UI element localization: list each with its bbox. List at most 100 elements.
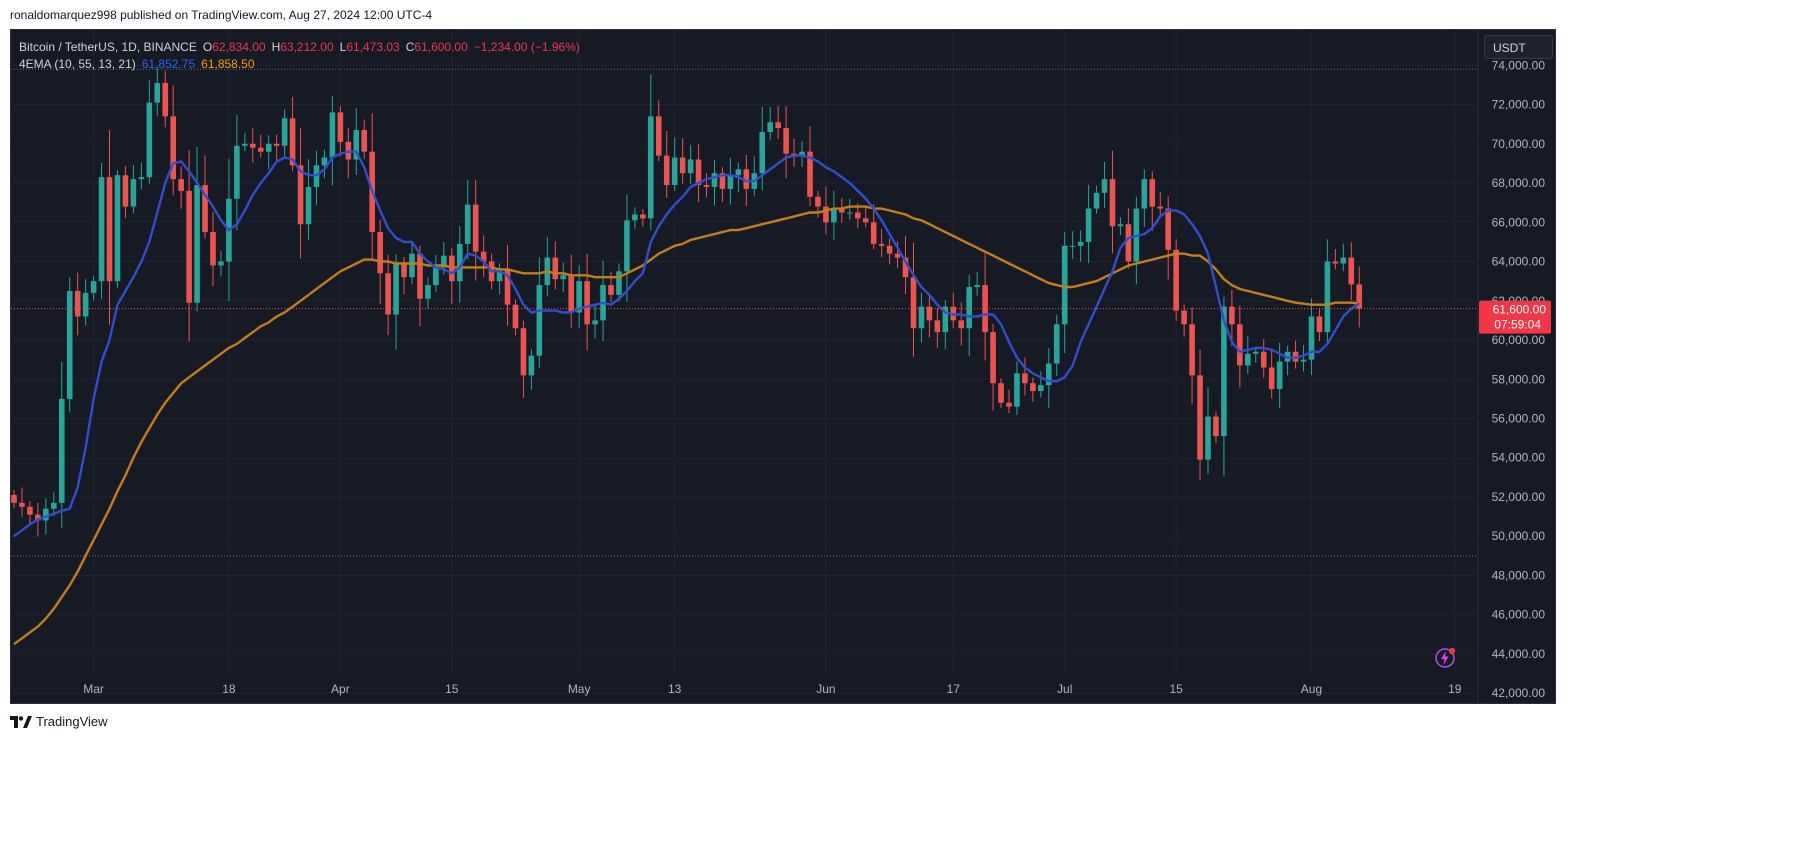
candle-body: [1085, 208, 1092, 242]
candle-body: [839, 208, 845, 213]
candle-body: [1308, 316, 1315, 360]
candle-body: [671, 157, 678, 186]
candle-body: [1197, 375, 1203, 460]
ema-fast-value: 61,852.75: [141, 57, 196, 71]
candle-body: [1229, 306, 1235, 325]
candle-body: [1069, 245, 1076, 247]
candle-body: [815, 196, 821, 207]
candle-body: [966, 287, 972, 329]
x-tick-label: May: [568, 682, 591, 696]
candle-body: [1348, 257, 1355, 285]
x-tick-label: 19: [1448, 682, 1462, 696]
candle-body: [106, 177, 113, 282]
candle-body: [1030, 383, 1036, 392]
chart-legend: Bitcoin / TetherUS, 1D, BINANCE O62,834.0…: [19, 39, 586, 73]
open-value: 62,834.00: [212, 40, 266, 54]
candle-body: [998, 383, 1004, 403]
x-tick-label: 15: [1169, 682, 1183, 696]
lightning-icon[interactable]: [1434, 647, 1456, 674]
chart-panel[interactable]: [10, 29, 1556, 704]
candle-body: [417, 253, 423, 299]
candle-body: [528, 355, 535, 376]
candle-body: [536, 285, 543, 356]
y-tick-label: 66,000.00: [1492, 215, 1546, 229]
indicator-label[interactable]: 4EMA (10, 55, 13, 21): [19, 57, 136, 71]
candle-body: [799, 151, 805, 156]
candle-body: [281, 118, 288, 146]
candle-body: [162, 82, 169, 117]
candle-body: [807, 151, 813, 197]
candle-body: [130, 179, 137, 207]
candle-body: [974, 285, 980, 288]
x-tick-label: Mar: [83, 682, 104, 696]
candle-body: [210, 232, 216, 266]
ema-slow-line: [13, 205, 1360, 646]
candle-body: [35, 514, 41, 521]
tradingview-logo[interactable]: TradingView: [10, 714, 108, 729]
candle-body: [711, 173, 718, 187]
candle-body: [250, 143, 256, 148]
candle-body: [114, 175, 121, 282]
candle-body: [74, 290, 81, 317]
candle-body: [1022, 373, 1028, 384]
candle-body: [520, 328, 527, 376]
price-tag: [1479, 300, 1551, 334]
price-tag-value: 61,600.00: [1493, 303, 1547, 317]
candle-body: [122, 175, 129, 207]
candle-body: [321, 157, 328, 166]
candle-body: [1101, 179, 1108, 193]
x-tick-label: 13: [668, 682, 682, 696]
low-key: L: [339, 40, 347, 54]
candle-body: [886, 245, 893, 254]
candle-body: [1181, 310, 1187, 325]
candle-body: [695, 159, 702, 186]
candle-body: [767, 122, 773, 133]
y-tick-label: 42,000.00: [1492, 686, 1546, 700]
candle-body: [655, 116, 662, 156]
symbol-label[interactable]: Bitcoin / TetherUS, 1D, BINANCE: [19, 40, 197, 54]
candle-body: [1221, 306, 1227, 437]
candle-body: [194, 185, 200, 303]
candle-body: [27, 506, 33, 515]
ohlc-row: Bitcoin / TetherUS, 1D, BINANCE O62,834.0…: [19, 39, 586, 56]
tv-logo-icon: [10, 715, 32, 728]
y-tick-label: 68,000.00: [1492, 176, 1546, 190]
indicator-row: 4EMA (10, 55, 13, 21) 61,852.75 61,858.50: [19, 56, 586, 73]
candle-body: [878, 243, 885, 246]
y-tick-label: 50,000.00: [1492, 529, 1546, 543]
candle-body: [552, 257, 559, 280]
candle-body: [202, 185, 208, 233]
candle-body: [942, 306, 949, 333]
candle-body: [576, 281, 582, 313]
candle-body: [1276, 361, 1283, 390]
candle-body: [1173, 249, 1179, 311]
candle-body: [1149, 179, 1156, 207]
x-tick-label: 17: [947, 682, 961, 696]
candle-body: [1157, 206, 1164, 209]
candle-body: [1332, 261, 1339, 264]
currency-button[interactable]: USDT: [1484, 35, 1553, 59]
candle-body: [138, 177, 145, 180]
candle-body: [894, 253, 901, 258]
candle-body: [783, 128, 789, 154]
candle-body: [385, 273, 391, 315]
candle-body: [759, 132, 766, 174]
candle-body: [687, 159, 694, 174]
y-tick-label: 46,000.00: [1492, 608, 1546, 622]
candle-body: [297, 165, 304, 225]
candle-body: [1324, 261, 1331, 333]
candle-body: [146, 102, 153, 178]
y-tick-label: 64,000.00: [1492, 255, 1546, 269]
candle-body: [902, 257, 909, 278]
candle-body: [958, 320, 965, 329]
close-value: 61,600.00: [414, 40, 468, 54]
candle-body: [66, 290, 73, 399]
candle-body: [170, 116, 176, 180]
candle-body: [98, 177, 105, 282]
candle-body: [496, 269, 503, 282]
candle-body: [640, 214, 646, 219]
candle-body: [568, 275, 574, 313]
candlestick-chart[interactable]: 42,000.00 44,000.00 46,000.00 48,000.00 50,0…: [0, 0, 1568, 741]
y-tick-label: 52,000.00: [1492, 490, 1546, 504]
candle-body: [624, 220, 630, 272]
